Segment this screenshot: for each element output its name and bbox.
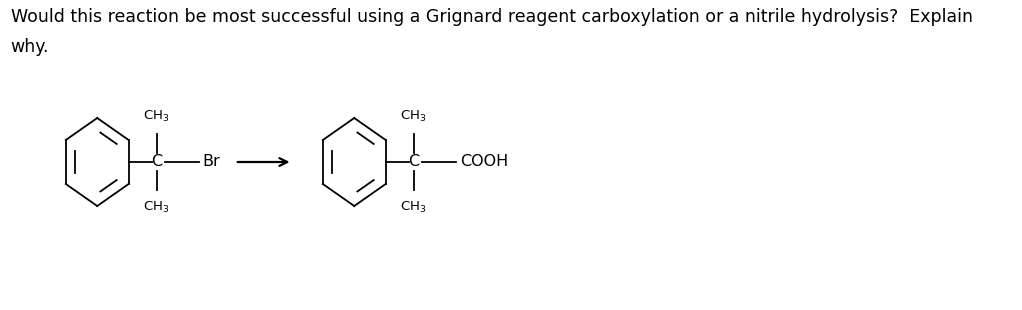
Text: CH$_3$: CH$_3$ [401,200,427,215]
Text: C: C [408,154,419,170]
Text: COOH: COOH [460,154,508,170]
Text: why.: why. [10,38,49,56]
Text: C: C [151,154,162,170]
Text: Would this reaction be most successful using a Grignard reagent carboxylation or: Would this reaction be most successful u… [10,8,973,26]
Text: CH$_3$: CH$_3$ [143,200,170,215]
Text: CH$_3$: CH$_3$ [401,109,427,124]
Text: CH$_3$: CH$_3$ [143,109,170,124]
Text: Br: Br [202,154,221,170]
